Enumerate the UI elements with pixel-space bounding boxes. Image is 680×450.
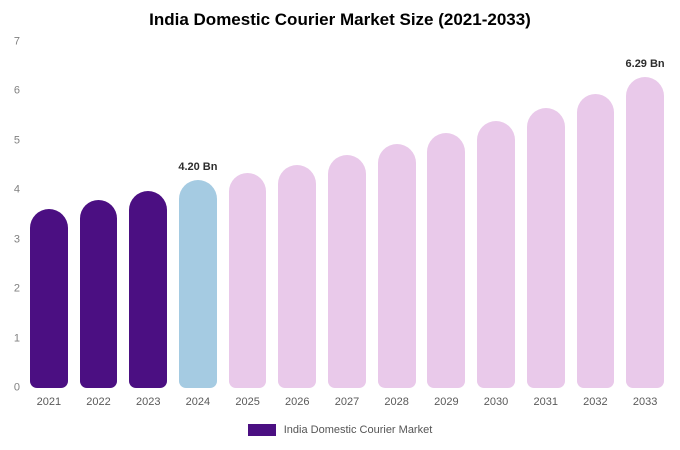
bar-column [322,42,372,388]
bar-2032 [576,94,615,388]
bar-2028 [377,143,416,388]
x-tick-label: 2021 [36,396,62,408]
bar-2027 [328,154,366,388]
y-tick-label: 7 [13,35,20,48]
y-tick-label: 3 [13,233,20,246]
y-tick-label: 6 [13,84,20,97]
bar-column [24,42,74,388]
x-tick-label: 2033 [632,396,658,408]
bar-column [372,42,422,388]
bar-2025 [228,173,267,388]
bar-column [422,42,472,388]
bar-2023 [129,191,168,388]
bar-2030 [477,120,515,388]
bar-2031 [526,107,565,388]
x-tick-label: 2028 [384,396,409,408]
x-tick-label: 2025 [235,396,260,408]
bar-column [471,42,521,388]
x-tick-label: 2029 [434,396,459,408]
chart-title: India Domestic Courier Market Size (2021… [149,10,531,29]
x-tick-label: 2022 [86,396,111,408]
legend: India Domestic Courier Market [0,424,680,436]
bar-column [521,42,571,388]
bar-2024 [179,180,217,388]
x-tick-label: 2027 [334,396,360,408]
y-tick-label: 0 [13,381,20,394]
bar-column: 4.20 Bn [173,42,223,388]
bar-2022 [79,200,118,388]
bar-column: 6.29 Bn [620,42,670,388]
x-tick-label: 2031 [533,396,558,408]
x-tick-label: 2030 [483,396,509,408]
bar-2029 [427,132,466,388]
bar-2021 [29,209,68,388]
bar-column [74,42,124,388]
legend-label: India Domestic Courier Market [283,424,433,436]
x-tick-label: 2026 [285,396,310,408]
bar-column [272,42,322,388]
x-tick-label: 2032 [583,396,608,408]
bar-column [223,42,273,388]
x-tick-label: 2024 [185,396,211,408]
plot-row: 0 1 2 3 4 5 6 7 4.20 Bn 6.29 Bn [6,36,670,393]
legend-swatch [247,424,276,436]
bar-2026 [278,164,317,388]
y-tick-label: 2 [13,282,20,295]
x-axis: 2021 2022 2023 2024 2025 2026 2027 2028 2029 2030… [24,396,670,408]
bar-2033 [626,77,664,388]
plot-area: 4.20 Bn 6.29 Bn [24,42,670,388]
bar-column [571,42,621,388]
y-tick-label: 1 [13,332,20,345]
bar-value-label: 4.20 Bn [178,161,218,174]
y-axis: 0 1 2 3 4 5 6 7 [6,36,24,393]
y-tick-label: 5 [13,134,20,147]
bar-column [123,42,173,388]
bar-value-label: 6.29 Bn [625,58,665,71]
x-tick-label: 2023 [135,396,161,408]
y-tick-label: 4 [13,183,20,196]
